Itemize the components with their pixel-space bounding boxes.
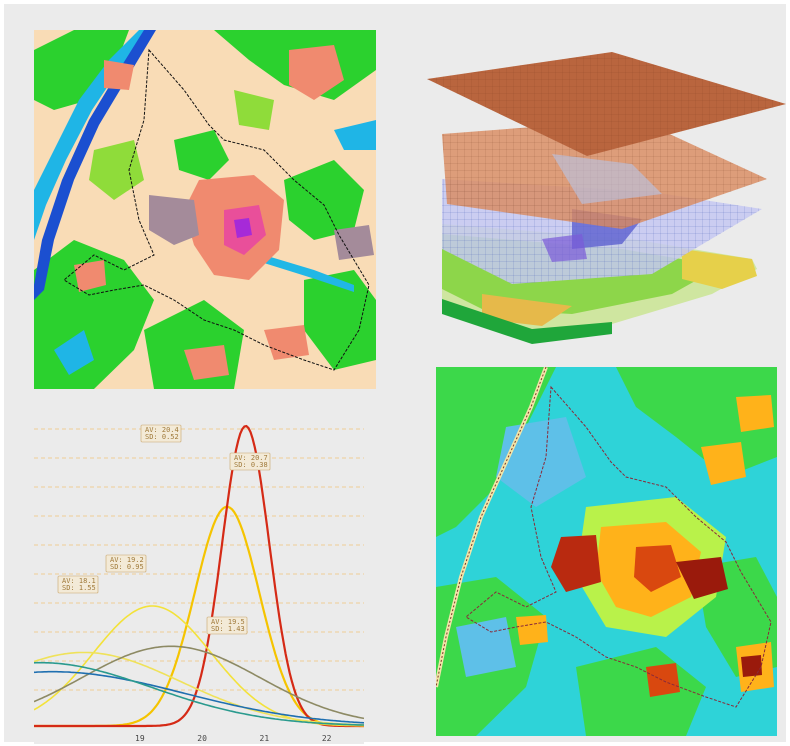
series-line-4 [34, 651, 364, 726]
annotation-curve-4: AV: 18.1 SD: 1.55 [57, 575, 99, 594]
x-tick-label: 20 [197, 734, 207, 743]
land-cover-map [34, 30, 376, 389]
annotation-sd: SD: 0.52 [145, 433, 179, 441]
annotation-curve-5: AV: 19.5 SD: 1.43 [206, 616, 248, 635]
annotation-sd: SD: 0.95 [110, 563, 144, 571]
annotation-curve-1: AV: 20.4 SD: 0.52 [140, 424, 182, 443]
annotation-av: AV: 19.5 [211, 618, 245, 626]
annotation-av: AV: 19.2 [110, 556, 144, 564]
stacked-3d-layers-image [427, 52, 786, 344]
land-cover-map-image [34, 30, 376, 389]
series-line-3 [34, 605, 364, 727]
series-line-1 [34, 505, 364, 728]
annotation-av: AV: 20.7 [234, 454, 268, 462]
series-line-6 [34, 670, 364, 724]
annotation-curve-3: AV: 19.2 SD: 0.95 [105, 554, 147, 573]
distribution-curves-plot: 19 20 21 22 AV: 20.4 SD: 0.52 AV: 20.7 SD: … [34, 424, 364, 743]
annotation-av: AV: 18.1 [62, 577, 96, 585]
chart-curves [34, 424, 364, 728]
annotation-av: AV: 20.4 [145, 426, 179, 434]
annotation-sd: SD: 1.55 [62, 584, 96, 592]
series-line-7 [34, 661, 364, 726]
x-axis-ticks: 19 20 21 22 [135, 734, 332, 743]
figure-frame: 19 20 21 22 AV: 20.4 SD: 0.52 AV: 20.7 SD: … [4, 4, 786, 744]
x-tick-label: 21 [260, 734, 270, 743]
annotation-sd: SD: 0.38 [234, 461, 268, 469]
heat-map-image [436, 367, 777, 736]
distribution-plot: 19 20 21 22 AV: 20.4 SD: 0.52 AV: 20.7 SD: … [34, 404, 364, 744]
x-tick-label: 19 [135, 734, 145, 743]
x-tick-label: 22 [322, 734, 332, 743]
annotation-curve-2: AV: 20.7 SD: 0.38 [229, 452, 271, 471]
annotation-sd: SD: 1.43 [211, 625, 245, 633]
chart-grid [34, 428, 364, 691]
heat-map [436, 367, 777, 736]
layer-stack [422, 44, 786, 350]
